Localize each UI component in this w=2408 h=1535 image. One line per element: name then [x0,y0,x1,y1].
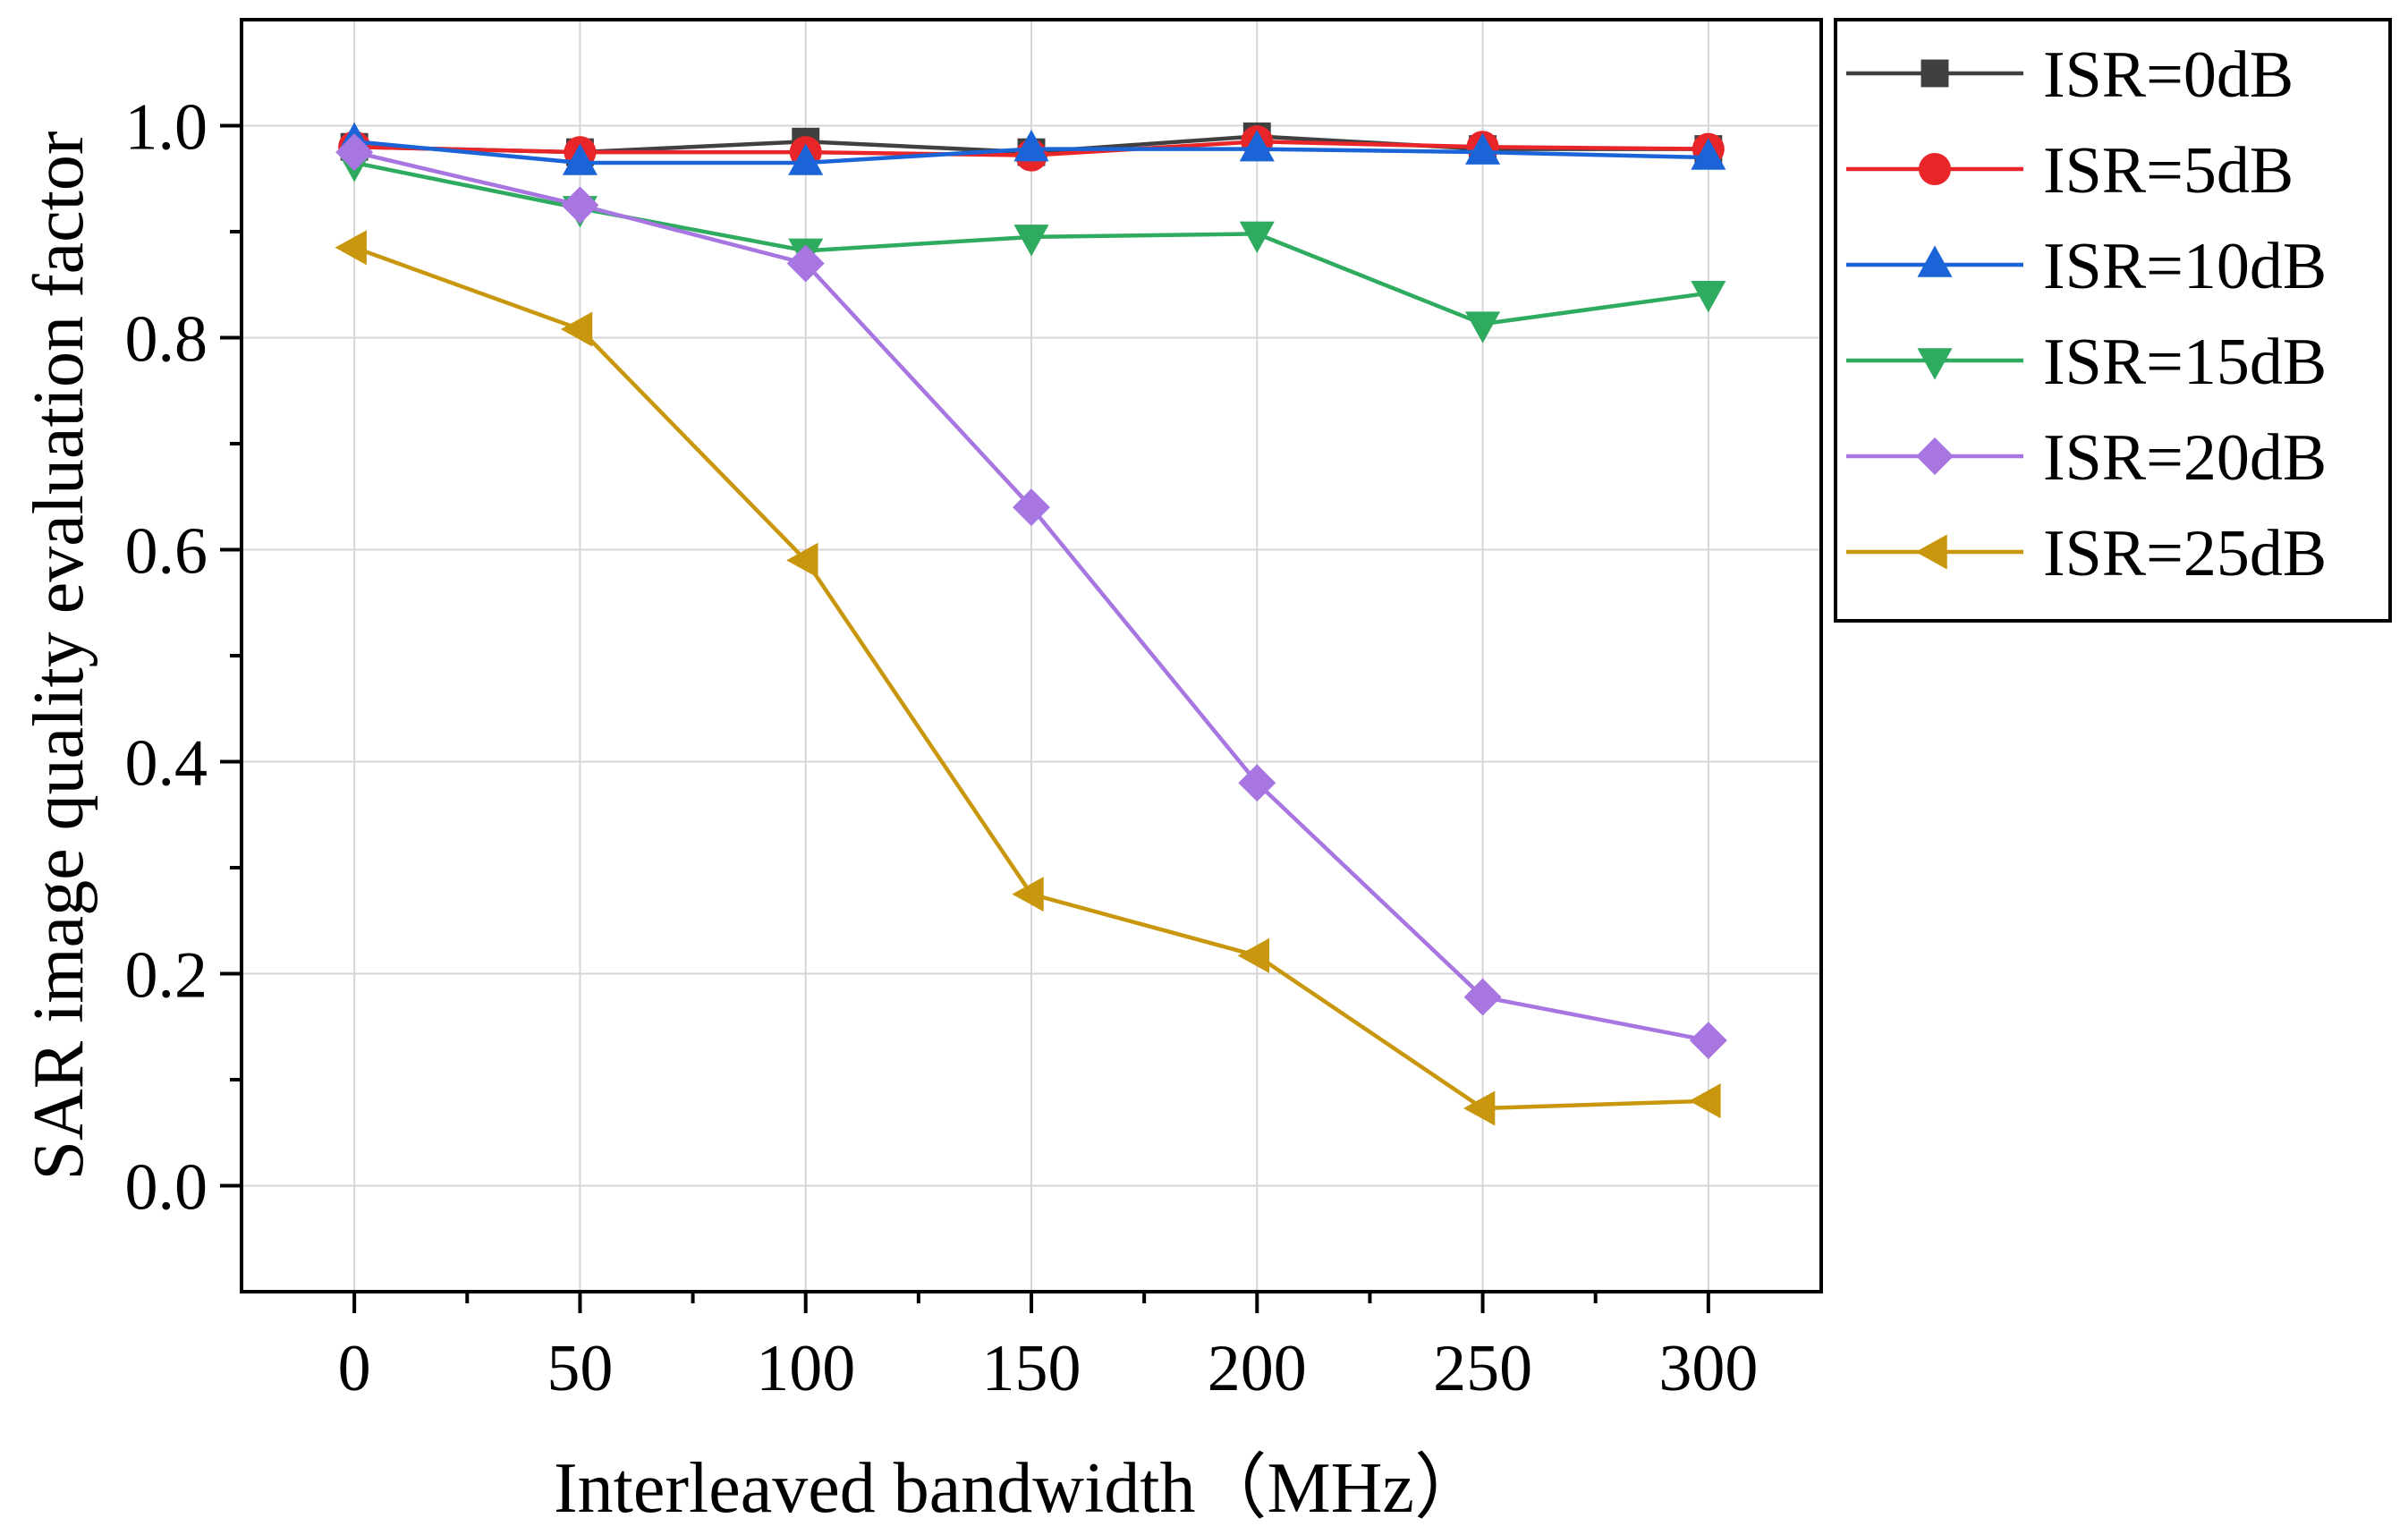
y-tick-label-1: 0.2 [125,939,208,1013]
legend-frame [1834,18,2392,623]
series-4-point-6 [1689,1022,1727,1060]
legend-label-1: ISR=5dB [2043,134,2294,208]
series-5-point-4 [1237,937,1270,973]
series-2-point-2 [788,143,824,175]
y-axis-label: SAR image quality evaluation factor [20,131,98,1180]
series-4-point-2 [786,244,825,283]
series-4-point-5 [1463,978,1502,1016]
legend-label-5: ISR=25dB [2043,517,2327,590]
series-2-point-3 [1013,129,1049,162]
legend-label-3: ISR=15dB [2043,326,2327,399]
series-2-point-1 [562,143,598,175]
series-5 [335,230,1721,1126]
y-tick-label-2: 0.4 [125,727,208,801]
series-3-point-5 [1465,311,1501,343]
series-5-point-2 [786,542,818,578]
legend-marker-5 [1915,534,1947,570]
x-axis-label: Interleaved bandwidth（MHz） [554,1449,1486,1528]
series-3-point-3 [1013,225,1049,257]
series-5-point-3 [1012,877,1044,912]
series-2-point-5 [1465,132,1501,165]
y-tick-label-4: 0.8 [125,303,208,377]
series-5-point-6 [1689,1083,1721,1119]
legend-label-4: ISR=20dB [2043,421,2327,495]
x-tick-label-4: 200 [1208,1332,1307,1405]
axes: 0 50 100 150 200 250 300 0.0 0.2 0.4 0.6 0.8 1.0 [125,91,1759,1406]
y-tick-label-0: 0.0 [125,1151,208,1225]
series-3-point-4 [1239,221,1275,253]
legend-label-0: ISR=0dB [2043,38,2294,112]
series-4-point-4 [1238,764,1276,802]
grid-lines [242,20,1821,1292]
series-5-point-0 [335,230,367,266]
legend-item-3: ISR=15dB [1846,326,2327,399]
legend-marker-2 [1917,245,1953,277]
legend-label-2: ISR=10dB [2043,230,2327,303]
x-tick-label-3: 150 [982,1332,1081,1405]
legend-marker-0 [1920,59,1949,88]
legend-marker-4 [1916,437,1954,475]
legend: ISR=0dB ISR=5dB ISR=10dB ISR=15dB ISR=20dB IS… [1834,18,2392,623]
series-4 [335,133,1727,1060]
legend-item-1: ISR=5dB [1846,134,2294,208]
series-4-point-1 [561,186,599,225]
legend-item-2: ISR=10dB [1846,230,2327,303]
series-3-point-6 [1691,280,1726,313]
legend-item-0: ISR=0dB [1846,38,2294,112]
series-layer [335,122,1727,1126]
x-tick-label-5: 250 [1433,1332,1532,1405]
legend-item-4: ISR=20dB [1846,421,2327,495]
x-tick-label-1: 50 [547,1332,613,1405]
x-tick-label-6: 300 [1658,1332,1758,1405]
series-2-point-4 [1239,129,1275,162]
series-2-point-6 [1691,138,1726,170]
legend-marker-3 [1917,348,1953,380]
legend-item-5: ISR=25dB [1846,517,2327,590]
series-5-point-1 [560,311,593,347]
series-4-point-0 [335,133,374,172]
x-tick-label-2: 100 [756,1332,855,1405]
series-4-point-3 [1013,488,1050,527]
legend-marker-1 [1919,153,1951,185]
y-tick-label-3: 0.6 [125,515,208,589]
series-5-point-5 [1463,1090,1496,1126]
x-tick-label-0: 0 [338,1332,371,1405]
y-tick-label-5: 1.0 [125,91,208,165]
